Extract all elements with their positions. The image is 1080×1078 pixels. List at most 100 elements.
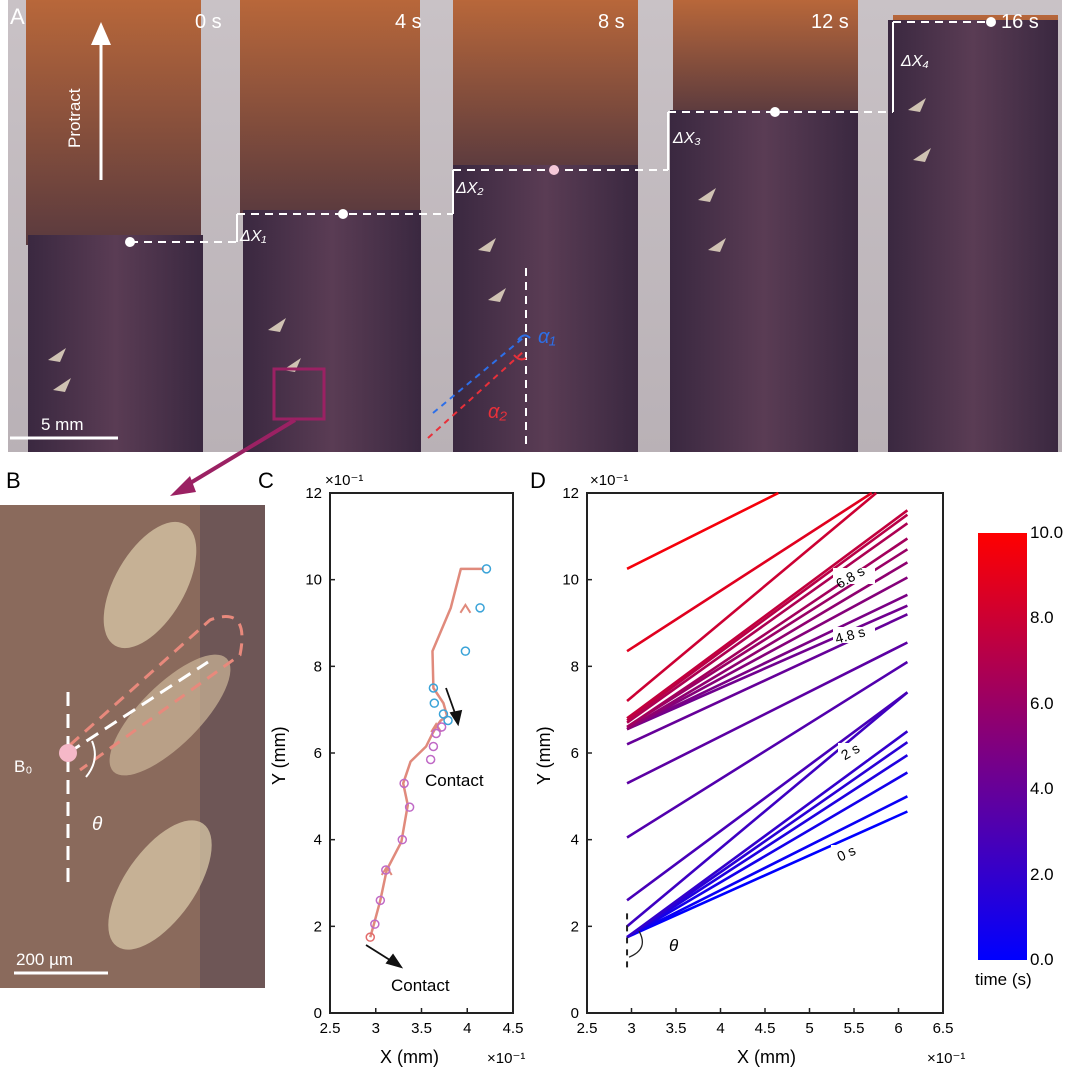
panel-a-letter: A bbox=[10, 4, 25, 29]
chart-c-marker bbox=[475, 603, 485, 613]
panel-b-letter: B bbox=[6, 468, 21, 493]
chart-d-ytick-label: 0 bbox=[571, 1005, 579, 1022]
chart-c-series bbox=[365, 564, 492, 942]
colorbar-tick-label: 10.0 bbox=[1030, 523, 1064, 542]
time-label-1: 4 s bbox=[395, 11, 422, 33]
chart-c-ytick-label: 10 bbox=[305, 572, 322, 589]
chart-d-ytick-label: 12 bbox=[562, 485, 579, 502]
zoom-arrow-head bbox=[170, 476, 196, 496]
dx3-label: ΔX₃ bbox=[672, 130, 701, 147]
chart-d-line bbox=[626, 509, 909, 720]
chart-c-ytick-label: 4 bbox=[314, 832, 322, 849]
contact-arrow-head-lower bbox=[385, 953, 404, 969]
chart-c-ytick-label: 12 bbox=[305, 485, 322, 502]
chart-d-line bbox=[626, 771, 909, 939]
protract-arrow bbox=[91, 22, 111, 180]
chart-d-line bbox=[626, 561, 909, 731]
chart-d-line bbox=[626, 795, 908, 939]
chart-d-line bbox=[626, 491, 779, 570]
chart-d-xlabel: X (mm) bbox=[737, 1047, 796, 1067]
panel-a-scalebar-label: 5 mm bbox=[41, 415, 84, 434]
chart-c-marker bbox=[404, 802, 415, 812]
panel-b-scalebar-label: 200 µm bbox=[16, 950, 73, 969]
time-annot-0s: 0 s bbox=[834, 842, 858, 864]
alpha2-label: α₂ bbox=[488, 401, 507, 423]
chart-d-xtick-label: 3 bbox=[627, 1020, 635, 1037]
chart-c-ytick-label: 2 bbox=[314, 918, 322, 935]
chart-d-ticks: 2.5 3 3.5 4 4.5 5 5.5 6 6.5 0 2 4 6 8 10 12 bbox=[562, 485, 953, 1037]
chart-c-marker bbox=[431, 728, 441, 739]
panel-b-svg: B₀ θ 200 µm bbox=[0, 505, 265, 988]
chart-c-marker bbox=[428, 741, 439, 752]
tip-marker-12s bbox=[770, 107, 780, 117]
colorbar-tick-label: 0.0 bbox=[1030, 950, 1054, 969]
chart-c-xlabel: X (mm) bbox=[380, 1047, 439, 1067]
dx4-label: ΔX₄ bbox=[900, 53, 929, 70]
chart-c-direction-chevron bbox=[430, 722, 442, 733]
chart-c-direction-chevron bbox=[380, 865, 393, 876]
chart-d-theta-label: θ bbox=[669, 936, 679, 955]
chart-d-theta-arc bbox=[628, 930, 643, 958]
chart-d-ytick-label: 10 bbox=[562, 572, 579, 589]
chart-d-xtick-label: 6 bbox=[894, 1020, 902, 1037]
chart-d-angle-marker bbox=[626, 913, 643, 970]
chart-c-ytick-label: 0 bbox=[314, 1005, 322, 1022]
tip-marker-16s bbox=[986, 17, 996, 27]
chaeta-axis bbox=[67, 660, 209, 755]
theta-arc bbox=[85, 740, 96, 778]
protract-label: Protract bbox=[65, 88, 84, 148]
panel-d-letter: D bbox=[530, 468, 546, 493]
tip-marker-8s bbox=[549, 165, 559, 175]
chart-c-xtick-label: 3.5 bbox=[411, 1020, 432, 1037]
chart-d-line bbox=[626, 604, 908, 731]
contact-arrow-head-upper bbox=[449, 709, 463, 727]
theta-label-b: θ bbox=[92, 814, 103, 835]
chart-d-x-scale: ×10⁻¹ bbox=[927, 1050, 965, 1067]
contact-annotation-upper: Contact bbox=[425, 771, 484, 790]
chart-c-marker bbox=[460, 646, 471, 656]
chart-c-ytick-label: 8 bbox=[314, 658, 322, 675]
chart-c-y-scale: ×10⁻¹ bbox=[325, 472, 363, 489]
chart-c-xtick-label: 2.5 bbox=[320, 1020, 341, 1037]
time-label-2: 8 s bbox=[598, 11, 625, 33]
chart-d: 2.5 3 3.5 4 4.5 5 5.5 6 6.5 0 2 4 6 8 10 12 ×10⁻¹ ×10⁻¹… bbox=[535, 472, 965, 1067]
frame-16s bbox=[888, 15, 1058, 452]
chart-d-xtick-label: 4.5 bbox=[755, 1020, 776, 1037]
chart-d-line bbox=[626, 492, 878, 702]
chart-d-lines bbox=[626, 491, 909, 939]
colorbar-tick-label: 2.0 bbox=[1030, 864, 1054, 884]
time-label-3: 12 s bbox=[811, 11, 849, 33]
chart-d-line bbox=[626, 576, 909, 731]
tip-markers bbox=[125, 17, 996, 247]
chart-d-line bbox=[626, 660, 909, 839]
alpha-angle-markers bbox=[427, 268, 531, 450]
frame-12s bbox=[670, 0, 858, 452]
chart-c-frame bbox=[329, 492, 514, 1014]
chart-c-ylabel: Y (mm) bbox=[269, 726, 289, 785]
panel-a-svg: Protract 0 s 4 s 8 s 12 s 16 s ΔX₁ ΔX₂ Δ… bbox=[8, 0, 1062, 452]
chart-d-xtick-label: 2.5 bbox=[577, 1020, 598, 1037]
frame-8s bbox=[453, 0, 638, 452]
chart-c-marker bbox=[443, 715, 453, 726]
panel-a-photo-montage: Protract 0 s 4 s 8 s 12 s 16 s ΔX₁ ΔX₂ Δ… bbox=[8, 0, 1062, 452]
chart-c-marker bbox=[428, 683, 439, 693]
time-label-4: 16 s bbox=[1001, 11, 1039, 33]
chart-d-y-scale: ×10⁻¹ bbox=[590, 472, 628, 489]
contact-annotation-lower: Contact bbox=[391, 976, 450, 995]
panel-b-photo: B₀ θ 200 µm bbox=[0, 505, 265, 988]
zoom-connector bbox=[170, 418, 297, 496]
chart-c-xtick-label: 3 bbox=[372, 1020, 380, 1037]
chart-d-line bbox=[626, 730, 909, 939]
time-labels: 0 s 4 s 8 s 12 s 16 s bbox=[195, 11, 1039, 33]
chart-d-line bbox=[626, 513, 909, 722]
chart-c-direction-chevron bbox=[459, 602, 472, 614]
chart-d-ytick-label: 8 bbox=[571, 658, 579, 675]
chart-c-x-scale: ×10⁻¹ bbox=[487, 1050, 525, 1067]
chart-c-xtick-label: 4 bbox=[463, 1020, 471, 1037]
colorbar-gradient bbox=[978, 533, 1027, 960]
chart-d-line bbox=[626, 522, 909, 724]
chart-d-ylabel: Y (mm) bbox=[535, 726, 554, 785]
chart-d-line bbox=[626, 810, 908, 939]
frame-0s bbox=[26, 0, 203, 452]
colorbar-tick-label: 4.0 bbox=[1030, 779, 1054, 799]
